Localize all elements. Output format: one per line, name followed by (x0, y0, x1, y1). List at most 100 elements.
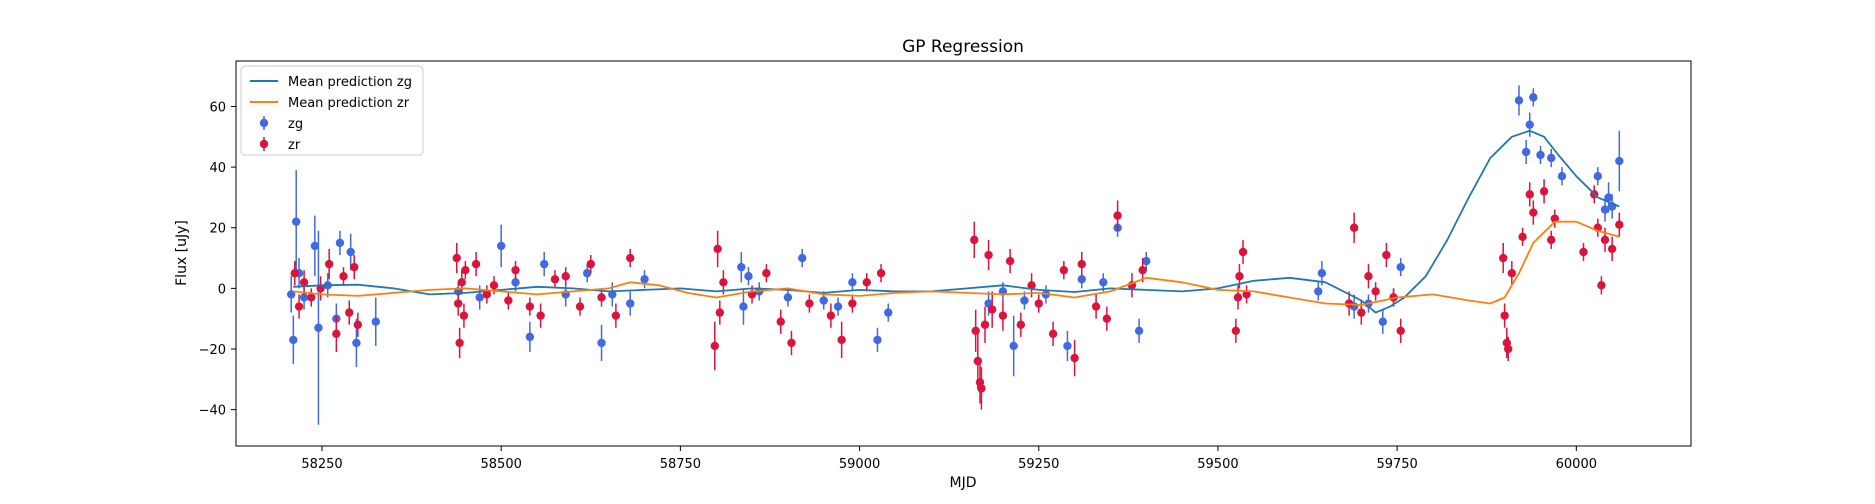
chart-title: GP Regression (902, 37, 1024, 57)
series-zg (286, 85, 1624, 425)
data-point (586, 259, 595, 269)
data-point (455, 338, 464, 348)
data-point (583, 269, 592, 278)
data-point (332, 329, 341, 339)
y-tick-label: 60 (209, 100, 226, 115)
data-point (1070, 353, 1079, 363)
data-point (826, 311, 836, 320)
y-axis: −40 −20 0 20 40 60 (199, 100, 236, 419)
data-point (597, 338, 606, 348)
data-point (475, 293, 484, 302)
data-point (739, 302, 748, 311)
data-point (787, 338, 796, 348)
data-point (1314, 287, 1323, 296)
data-point (1593, 171, 1603, 181)
data-point (1016, 320, 1026, 329)
data-point (1529, 93, 1538, 102)
data-point (597, 293, 606, 302)
data-point (762, 269, 771, 278)
data-point (1507, 269, 1517, 278)
data-point (1009, 341, 1018, 351)
data-point (1557, 171, 1567, 181)
data-point (798, 253, 807, 263)
data-point (876, 269, 886, 278)
data-point (713, 244, 722, 254)
data-point (339, 272, 348, 281)
data-point (471, 259, 481, 269)
data-point (294, 302, 304, 311)
legend-label: zg (288, 117, 303, 132)
data-point (511, 265, 520, 275)
data-point (299, 278, 309, 287)
data-point (525, 332, 535, 342)
data-point (1238, 247, 1248, 257)
data-point (1034, 299, 1043, 308)
data-point (1102, 314, 1112, 323)
data-point (1600, 235, 1610, 245)
data-point (489, 281, 499, 290)
legend-marker-swatch (259, 118, 269, 128)
data-point (987, 305, 997, 314)
legend-item: zg (259, 116, 303, 132)
data-point (884, 308, 893, 317)
data-point (1597, 281, 1606, 290)
mean-line-zr (293, 220, 1620, 306)
data-point (783, 293, 793, 302)
data-point (1499, 253, 1508, 263)
data-point (459, 311, 469, 320)
data-point (310, 241, 320, 251)
data-point (1048, 329, 1058, 339)
x-tick-label: 59000 (839, 457, 880, 472)
legend: Mean prediction zg Mean prediction zr zg zr (240, 65, 424, 156)
data-point (719, 278, 728, 287)
data-point (1371, 287, 1380, 296)
data-point (525, 302, 535, 311)
data-point (1615, 156, 1624, 166)
legend-label: Mean prediction zr (288, 96, 410, 111)
data-point (1500, 311, 1509, 320)
data-point (482, 290, 492, 299)
data-point (1231, 326, 1241, 336)
data-point (461, 265, 470, 275)
data-point (1077, 275, 1086, 284)
x-tick-label: 58750 (660, 457, 701, 472)
data-point (1063, 341, 1072, 351)
data-point (980, 320, 990, 329)
data-point (1142, 256, 1151, 266)
data-point (1521, 147, 1531, 157)
y-tick-label: −20 (199, 343, 226, 358)
x-tick-label: 59250 (1018, 457, 1059, 472)
data-point (452, 253, 461, 263)
data-point (1615, 220, 1624, 229)
data-point (737, 262, 746, 272)
data-point (1518, 232, 1527, 242)
y-tick-label: 0 (218, 282, 226, 297)
plot-area (286, 85, 1624, 425)
data-point (457, 278, 466, 287)
legend-item: zr (259, 137, 301, 153)
x-tick-label: 59500 (1197, 457, 1238, 472)
data-point (504, 296, 513, 305)
data-point (1027, 281, 1036, 290)
data-point (1547, 153, 1556, 163)
data-point (805, 299, 814, 308)
data-point (575, 302, 585, 311)
data-point (984, 299, 993, 308)
data-point (1536, 150, 1545, 160)
x-tick-label: 58500 (481, 457, 522, 472)
data-point (1514, 96, 1524, 105)
x-tick-label: 58250 (301, 457, 342, 472)
axes-frame (235, 60, 1692, 447)
data-point (1317, 269, 1327, 278)
data-point (353, 320, 363, 329)
data-point (977, 384, 986, 393)
data-point (1233, 293, 1243, 302)
data-point (1059, 265, 1069, 275)
legend-item: Mean prediction zr (250, 96, 410, 111)
data-point (307, 293, 316, 302)
data-point (371, 317, 380, 326)
data-point (290, 269, 299, 278)
data-point (973, 356, 983, 366)
data-point (1138, 265, 1147, 275)
data-point (335, 238, 345, 248)
